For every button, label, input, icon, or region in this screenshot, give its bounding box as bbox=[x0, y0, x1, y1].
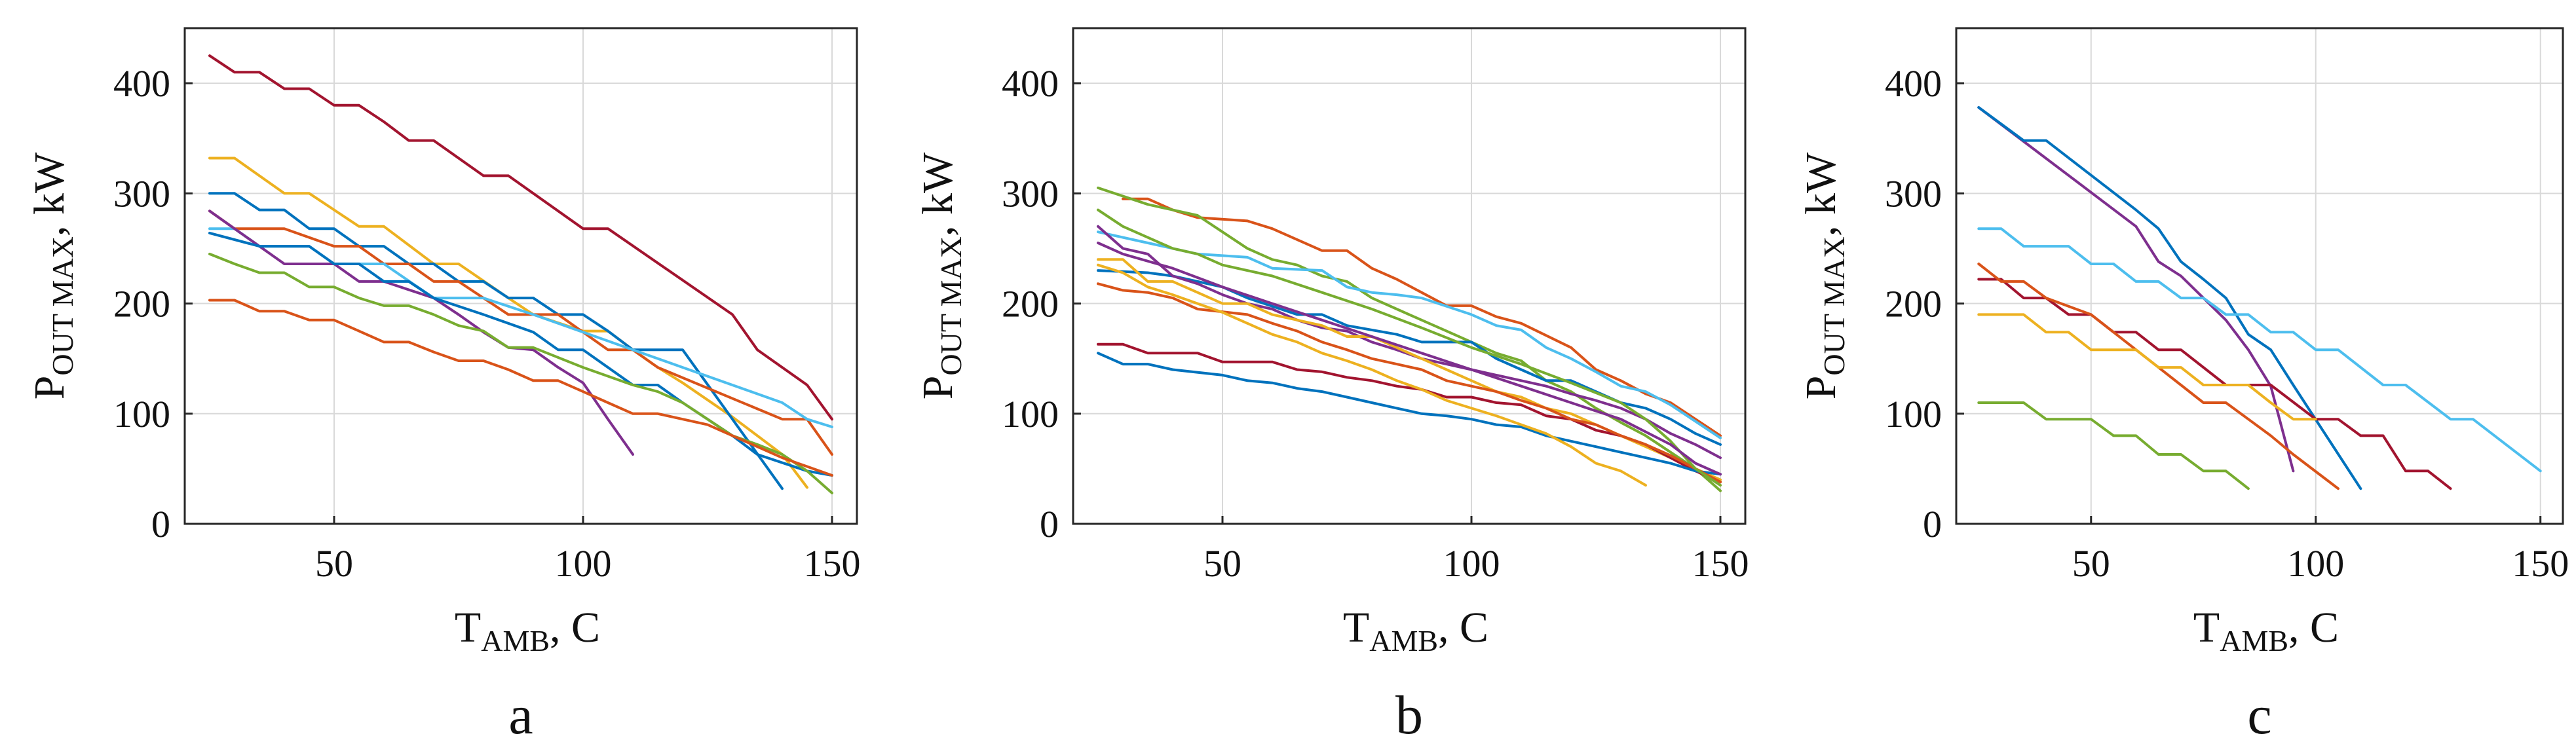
series-line-2 bbox=[1097, 186, 1722, 492]
y-tick-label: 100 bbox=[113, 393, 170, 435]
series-line-12 bbox=[1097, 242, 1722, 476]
y-axis-label: POUT MAX, kW bbox=[914, 152, 968, 399]
y-tick-label: 200 bbox=[113, 283, 170, 325]
series-line-3 bbox=[1977, 227, 2542, 473]
axes-frame bbox=[1955, 27, 2564, 525]
chart-panel-c: 50 100 150 0 100 200 300 400 TAMB, C POUT MAX, kW… bbox=[1797, 27, 2569, 746]
x-tick-label: 50 bbox=[1203, 542, 1241, 585]
series-line-1 bbox=[1122, 197, 1722, 437]
y-axis-label: POUT MAX, kW bbox=[1797, 152, 1851, 399]
x-tick-label: 150 bbox=[804, 542, 861, 585]
series-line-3 bbox=[1097, 230, 1722, 439]
series-line-8 bbox=[1097, 352, 1722, 476]
series-line-1 bbox=[208, 54, 833, 421]
chart-panel-a: 50 100 150 0 100 200 300 400 TAMB, C POUT MAX, kW… bbox=[26, 27, 861, 746]
x-tick-label: 100 bbox=[2287, 542, 2344, 585]
axes-frame bbox=[183, 27, 858, 525]
axes-frame bbox=[1072, 27, 1747, 525]
series-line-10 bbox=[1097, 263, 1647, 487]
series-line-2 bbox=[208, 156, 808, 489]
x-tick-label: 150 bbox=[1692, 542, 1749, 585]
series-line-2 bbox=[1977, 106, 2362, 490]
x-tick-label: 100 bbox=[1443, 542, 1500, 585]
chart-panel-b: 50 100 150 0 100 200 300 400 TAMB, C POUT MAX, kW… bbox=[914, 27, 1749, 746]
plot-area bbox=[185, 28, 857, 524]
series-line-9 bbox=[208, 299, 833, 477]
y-tick-label: 0 bbox=[1923, 503, 1942, 545]
series-line-9 bbox=[1097, 282, 1722, 484]
series-line-7 bbox=[1977, 401, 2250, 490]
y-tick-label: 100 bbox=[1885, 393, 1942, 435]
x-axis-label: TAMB, C bbox=[455, 604, 600, 657]
x-tick-label: 50 bbox=[315, 542, 353, 585]
y-tick-label: 0 bbox=[151, 503, 170, 545]
y-tick-label: 400 bbox=[1885, 62, 1942, 105]
x-tick-label: 150 bbox=[2512, 542, 2569, 585]
panel-label: b bbox=[1395, 685, 1423, 746]
y-tick-label: 100 bbox=[1002, 393, 1059, 435]
panel-label: a bbox=[508, 685, 533, 746]
series-line-6 bbox=[1977, 313, 2317, 421]
y-axis-label: POUT MAX, kW bbox=[26, 152, 79, 399]
series-line-11 bbox=[1097, 208, 1722, 487]
y-tick-label: 200 bbox=[1885, 283, 1942, 325]
x-tick-label: 100 bbox=[555, 542, 612, 585]
x-axis-label: TAMB, C bbox=[2193, 604, 2339, 657]
y-tick-label: 400 bbox=[1002, 62, 1059, 105]
x-tick-label: 50 bbox=[2072, 542, 2110, 585]
y-tick-label: 300 bbox=[1885, 172, 1942, 215]
y-tick-label: 400 bbox=[113, 62, 170, 105]
y-tick-label: 200 bbox=[1002, 283, 1059, 325]
plot-area bbox=[1956, 28, 2563, 524]
y-tick-label: 300 bbox=[1002, 172, 1059, 215]
panel-label: c bbox=[2247, 685, 2271, 746]
x-axis-label: TAMB, C bbox=[1343, 604, 1488, 657]
series-line-4 bbox=[208, 210, 833, 456]
y-tick-label: 300 bbox=[113, 172, 170, 215]
series-line-3 bbox=[208, 192, 784, 490]
y-tick-label: 0 bbox=[1040, 503, 1059, 545]
series-line-6 bbox=[208, 210, 634, 456]
